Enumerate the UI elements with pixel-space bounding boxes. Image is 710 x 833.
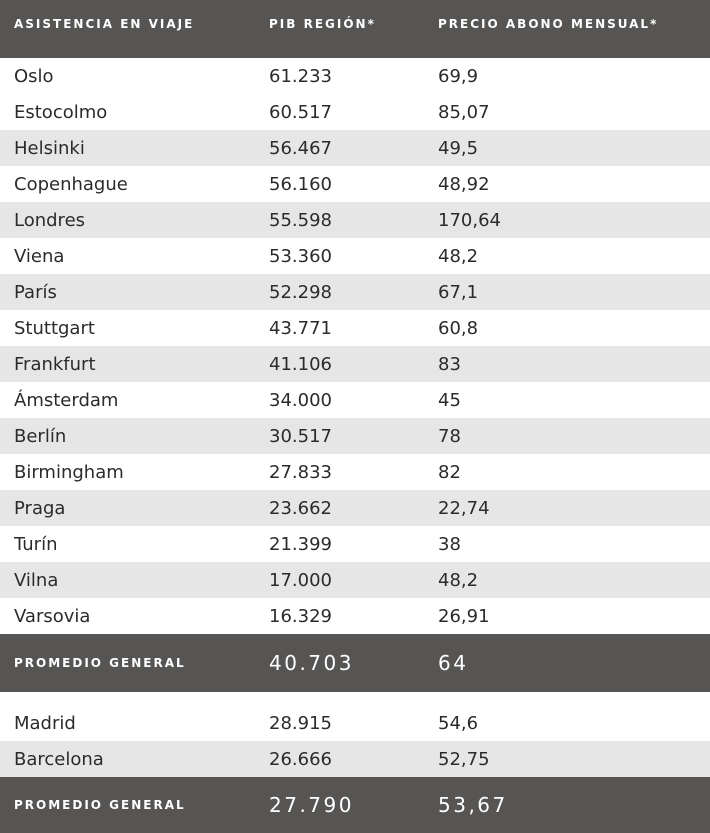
table-row: Oslo 61.233 69,9 bbox=[0, 58, 710, 94]
average-label: PROMEDIO GENERAL bbox=[14, 798, 186, 812]
average-value: 53,67 bbox=[438, 793, 508, 817]
table-cell: 170,64 bbox=[438, 209, 501, 231]
table-cell: 45 bbox=[438, 389, 461, 411]
average-value: 27.790 bbox=[269, 793, 354, 817]
header-row: ASISTENCIA EN VIAJE PIB REGIÓN* PRECIO ABO… bbox=[0, 0, 710, 58]
table-cell: 16.329 bbox=[269, 605, 332, 627]
table-cell: 67,1 bbox=[438, 281, 479, 303]
table-cell: 53.360 bbox=[269, 245, 332, 267]
table-cell: 38 bbox=[438, 533, 461, 555]
table-cell: 56.160 bbox=[269, 173, 332, 195]
table-cell: Estocolmo bbox=[14, 101, 108, 123]
table-cell: 22,74 bbox=[438, 497, 490, 519]
table-cell: Praga bbox=[14, 497, 66, 519]
average-row: PROMEDIO GENERAL 40.703 64 bbox=[0, 634, 710, 692]
table-cell: Turín bbox=[14, 533, 58, 555]
header-cell: PIB REGIÓN* bbox=[269, 17, 376, 31]
table-cell: Londres bbox=[14, 209, 86, 231]
table-row: Vilna 17.000 48,2 bbox=[0, 562, 710, 598]
table-cell: 61.233 bbox=[269, 65, 332, 87]
table-cell: Madrid bbox=[14, 712, 76, 734]
table-row: Copenhague 56.160 48,92 bbox=[0, 166, 710, 202]
table-row: Praga 23.662 22,74 bbox=[0, 490, 710, 526]
table-cell: 69,9 bbox=[438, 65, 479, 87]
table-row: Madrid 28.915 54,6 bbox=[0, 705, 710, 741]
table-cell: 28.915 bbox=[269, 712, 332, 734]
table-cell: Helsinki bbox=[14, 137, 85, 159]
table-cell: Barcelona bbox=[14, 748, 104, 770]
table-row: Barcelona 26.666 52,75 bbox=[0, 741, 710, 777]
table-cell: Vilna bbox=[14, 569, 59, 591]
table-cell: 82 bbox=[438, 461, 461, 483]
table-cell: 48,2 bbox=[438, 569, 479, 591]
header-cell: ASISTENCIA EN VIAJE bbox=[14, 17, 195, 31]
table-cell: 85,07 bbox=[438, 101, 490, 123]
table-cell: 26,91 bbox=[438, 605, 490, 627]
table-cell: Frankfurt bbox=[14, 353, 96, 375]
average-label: PROMEDIO GENERAL bbox=[14, 656, 186, 670]
table-cell: Viena bbox=[14, 245, 65, 267]
table-cell: 30.517 bbox=[269, 425, 332, 447]
table-cell: 27.833 bbox=[269, 461, 332, 483]
table-cell: Copenhague bbox=[14, 173, 128, 195]
table-row: Varsovia 16.329 26,91 bbox=[0, 598, 710, 634]
table-cell: 34.000 bbox=[269, 389, 332, 411]
table-cell: 60.517 bbox=[269, 101, 332, 123]
header-cell: PRECIO ABONO MENSUAL* bbox=[438, 17, 659, 31]
table-cell: Stuttgart bbox=[14, 317, 95, 339]
table-cell: Ámsterdam bbox=[14, 389, 119, 411]
table-cell: 83 bbox=[438, 353, 461, 375]
table-cell: 52.298 bbox=[269, 281, 332, 303]
table-cell: 43.771 bbox=[269, 317, 332, 339]
table-cell: Berlín bbox=[14, 425, 67, 447]
average-value: 40.703 bbox=[269, 651, 354, 675]
table-cell: 78 bbox=[438, 425, 461, 447]
table-cell: 54,6 bbox=[438, 712, 479, 734]
table-cell: 41.106 bbox=[269, 353, 332, 375]
table-cell: 17.000 bbox=[269, 569, 332, 591]
table-cell: 26.666 bbox=[269, 748, 332, 770]
table-cell: 23.662 bbox=[269, 497, 332, 519]
table-row: Estocolmo 60.517 85,07 bbox=[0, 94, 710, 130]
table-cell: París bbox=[14, 281, 57, 303]
table-row: Londres 55.598 170,64 bbox=[0, 202, 710, 238]
table-cell: Birmingham bbox=[14, 461, 124, 483]
table-cell: 56.467 bbox=[269, 137, 332, 159]
table-row: Birmingham 27.833 82 bbox=[0, 454, 710, 490]
table-row: Stuttgart 43.771 60,8 bbox=[0, 310, 710, 346]
table-row: Berlín 30.517 78 bbox=[0, 418, 710, 454]
table-row: Frankfurt 41.106 83 bbox=[0, 346, 710, 382]
table-row: Helsinki 56.467 49,5 bbox=[0, 130, 710, 166]
average-row: PROMEDIO GENERAL 27.790 53,67 bbox=[0, 777, 710, 833]
table-cell: 21.399 bbox=[269, 533, 332, 555]
table-cell: 60,8 bbox=[438, 317, 479, 339]
table-cell: Oslo bbox=[14, 65, 54, 87]
table-cell: 55.598 bbox=[269, 209, 332, 231]
table-cell: Varsovia bbox=[14, 605, 91, 627]
table-row: París 52.298 67,1 bbox=[0, 274, 710, 310]
table-cell: 48,2 bbox=[438, 245, 479, 267]
table-row: Ámsterdam 34.000 45 bbox=[0, 382, 710, 418]
table-row: Viena 53.360 48,2 bbox=[0, 238, 710, 274]
table-row: Turín 21.399 38 bbox=[0, 526, 710, 562]
table-cell: 52,75 bbox=[438, 748, 490, 770]
table-cell: 48,92 bbox=[438, 173, 490, 195]
spacer bbox=[0, 692, 710, 705]
average-value: 64 bbox=[438, 651, 469, 675]
table-cell: 49,5 bbox=[438, 137, 479, 159]
